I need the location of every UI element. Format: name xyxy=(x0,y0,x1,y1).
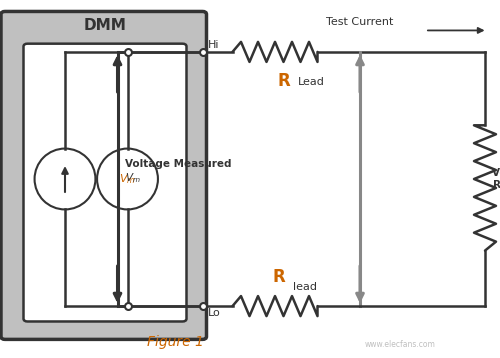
Text: Test Current: Test Current xyxy=(326,17,394,27)
Text: lead: lead xyxy=(292,282,316,292)
Text: Voltage Measured
$V_m$: Voltage Measured $V_m$ xyxy=(125,159,232,185)
Text: R: R xyxy=(278,72,290,90)
Text: DMM: DMM xyxy=(84,18,126,33)
Text: Figure 1: Figure 1 xyxy=(146,335,204,349)
Text: Voltage Acorss
Resistor(Vr): Voltage Acorss Resistor(Vr) xyxy=(492,168,500,190)
Text: $V_m$: $V_m$ xyxy=(119,172,136,186)
Text: Hi: Hi xyxy=(208,40,219,50)
FancyBboxPatch shape xyxy=(1,11,206,339)
FancyBboxPatch shape xyxy=(24,44,186,321)
Text: www.elecfans.com: www.elecfans.com xyxy=(364,340,436,349)
Text: Lo: Lo xyxy=(208,308,220,318)
Text: Lead: Lead xyxy=(298,77,324,87)
Text: R: R xyxy=(272,268,285,286)
